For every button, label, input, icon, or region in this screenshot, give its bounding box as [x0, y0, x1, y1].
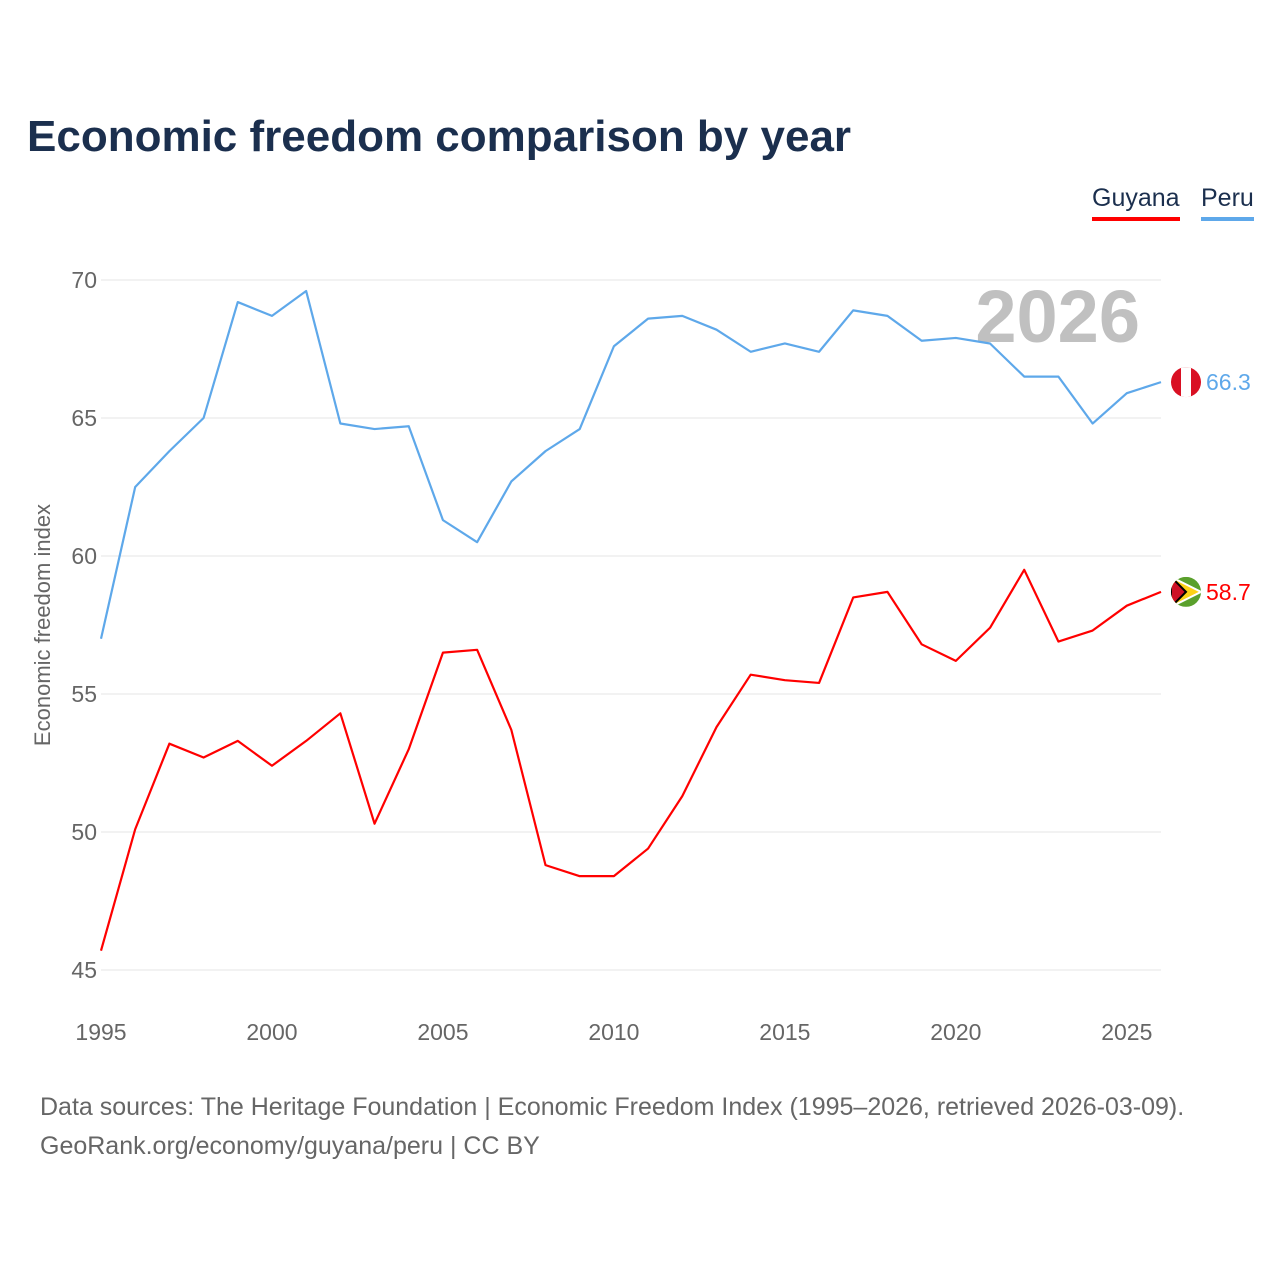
- chart-title: Economic freedom comparison by year: [27, 112, 852, 161]
- source-line-1: Data sources: The Heritage Foundation | …: [40, 1093, 1185, 1121]
- x-tick-label: 1995: [75, 1019, 126, 1045]
- y-tick-label: 45: [71, 957, 97, 983]
- y-tick-label: 50: [71, 819, 97, 845]
- end-value-label-peru: 66.3: [1206, 369, 1251, 395]
- legend-peru[interactable]: Peru: [1201, 184, 1254, 221]
- y-tick-label: 65: [71, 405, 97, 431]
- x-tick-label: 2005: [417, 1019, 468, 1045]
- y-tick-label: 70: [71, 267, 97, 293]
- end-value-label-guyana: 58.7: [1206, 579, 1251, 605]
- x-tick-label: 2000: [246, 1019, 297, 1045]
- y-tick-label: 60: [71, 543, 97, 569]
- peru-flag-stripe: [1181, 367, 1191, 398]
- x-tick-label: 2010: [588, 1019, 639, 1045]
- y-axis-label: Economic freedom index: [30, 504, 55, 746]
- source-line-2[interactable]: GeoRank.org/economy/guyana/peru | CC BY: [40, 1132, 540, 1160]
- legend-guyana[interactable]: Guyana: [1092, 184, 1180, 221]
- series-line-peru: [99, 289, 1162, 640]
- x-tick-label: 2015: [759, 1019, 810, 1045]
- series-line-guyana: [99, 568, 1162, 951]
- year-watermark: 2026: [975, 275, 1140, 358]
- x-tick-label: 2025: [1101, 1019, 1152, 1045]
- x-tick-label: 2020: [930, 1019, 981, 1045]
- guyana-flag-red: [1171, 576, 1188, 607]
- source-note: Data sources: The Heritage Foundation | …: [40, 1088, 1184, 1166]
- y-tick-label: 55: [71, 681, 97, 707]
